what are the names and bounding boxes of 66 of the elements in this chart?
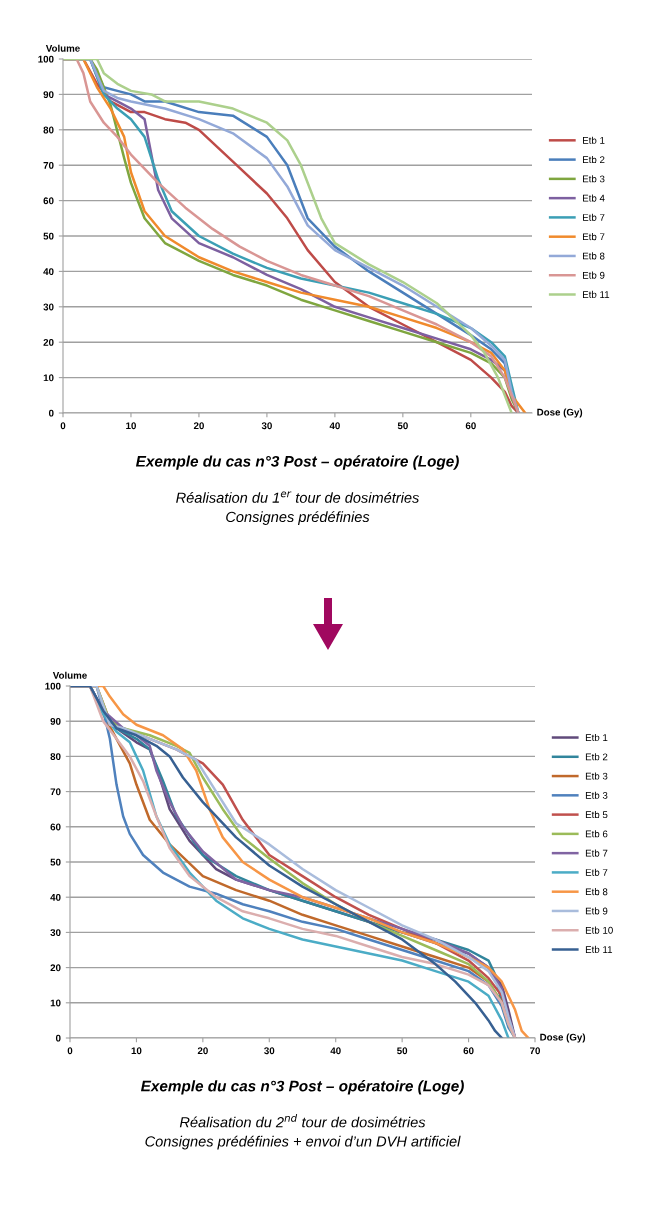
y-tick-label: 20 bbox=[43, 338, 54, 346]
x-tick-label: 70 bbox=[530, 1047, 541, 1055]
text: Exemple du cas n°3 Post – opératoire (Loge) bbox=[135, 455, 459, 470]
y-tick-label: 20 bbox=[50, 964, 61, 972]
x-tick-label: 40 bbox=[330, 1047, 341, 1055]
legend-label: Etb 3 bbox=[583, 175, 605, 183]
legend-label: Etb 5 bbox=[585, 810, 608, 819]
x-tick-label: 30 bbox=[261, 422, 272, 430]
x-tick-label: 50 bbox=[397, 422, 408, 430]
legend-label: Etb 9 bbox=[585, 907, 608, 915]
x-tick-label: 0 bbox=[67, 1047, 73, 1055]
x-tick-label: 60 bbox=[463, 1047, 474, 1055]
x-tick-label: 40 bbox=[329, 422, 340, 430]
legend-label: Etb 2 bbox=[585, 753, 608, 761]
legend-label: Etb 6 bbox=[585, 830, 608, 838]
y-tick-label: 40 bbox=[43, 268, 54, 276]
x-axis-title: Dose (Gy) bbox=[540, 1033, 586, 1043]
y-tick-label: 100 bbox=[38, 55, 54, 63]
legend-label: Etb 7 bbox=[585, 849, 608, 857]
y-tick-label: 10 bbox=[50, 999, 61, 1007]
y-tick-label: 40 bbox=[50, 893, 61, 901]
y-tick-label: 30 bbox=[50, 929, 61, 937]
y-tick-label: 50 bbox=[43, 232, 54, 240]
x-tick-label: 50 bbox=[397, 1047, 408, 1055]
x-axis-title: Dose (Gy) bbox=[537, 408, 583, 418]
x-tick-label: 10 bbox=[131, 1047, 142, 1055]
y-axis-title: Volume bbox=[52, 671, 87, 679]
y-axis-title: Volume bbox=[45, 44, 80, 52]
text: Réalisation du 1$^{er}$ tour de dosimétries Consignes prédéfinies bbox=[176, 491, 420, 525]
legend-label: Etb 3 bbox=[585, 772, 608, 780]
legend-label: Etb 7 bbox=[585, 868, 608, 876]
y-tick-label: 0 bbox=[55, 1034, 61, 1042]
y-tick-label: 50 bbox=[50, 858, 61, 866]
legend-label: Etb 4 bbox=[583, 194, 605, 202]
legend-label: Etb 11 bbox=[585, 945, 613, 953]
y-tick-label: 100 bbox=[45, 682, 61, 690]
legend-label: Etb 3 bbox=[585, 791, 608, 799]
legend-label: Etb 8 bbox=[585, 888, 608, 896]
legend-label: Etb 7 bbox=[583, 213, 605, 221]
y-tick-label: 60 bbox=[43, 197, 54, 205]
y-tick-label: 0 bbox=[48, 409, 54, 417]
x-tick-label: 20 bbox=[197, 1047, 208, 1055]
legend-label: Etb 11 bbox=[583, 290, 610, 298]
y-tick-label: 80 bbox=[43, 126, 54, 134]
x-tick-label: 0 bbox=[60, 422, 66, 430]
text: Exemple du cas n°3 Post – opératoire (Loge) bbox=[140, 1080, 464, 1095]
x-tick-label: 60 bbox=[465, 422, 476, 430]
x-tick-label: 10 bbox=[126, 422, 136, 430]
legend-label: Etb 2 bbox=[583, 155, 605, 164]
y-tick-label: 70 bbox=[50, 788, 61, 796]
text: Réalisation du 2$^{nd}$ tour de dosimétries Consignes prédéfinies + envoi d’un DVH artificiel bbox=[145, 1113, 461, 1150]
legend-label: Etb 1 bbox=[585, 733, 608, 742]
legend-label: Etb 8 bbox=[583, 252, 605, 260]
y-tick-label: 60 bbox=[50, 823, 61, 831]
y-tick-label: 30 bbox=[43, 303, 54, 311]
legend-label: Etb 10 bbox=[585, 926, 613, 934]
y-tick-label: 10 bbox=[43, 374, 54, 382]
x-tick-label: 30 bbox=[264, 1047, 275, 1055]
legend-label: Etb 1 bbox=[583, 136, 605, 144]
y-tick-label: 90 bbox=[43, 91, 54, 99]
legend-label: Etb 9 bbox=[583, 271, 605, 279]
y-tick-label: 80 bbox=[50, 753, 61, 761]
y-tick-label: 90 bbox=[50, 717, 61, 725]
x-tick-label: 20 bbox=[193, 422, 204, 430]
legend-label: Etb 7 bbox=[583, 233, 605, 241]
y-tick-label: 70 bbox=[43, 161, 54, 169]
